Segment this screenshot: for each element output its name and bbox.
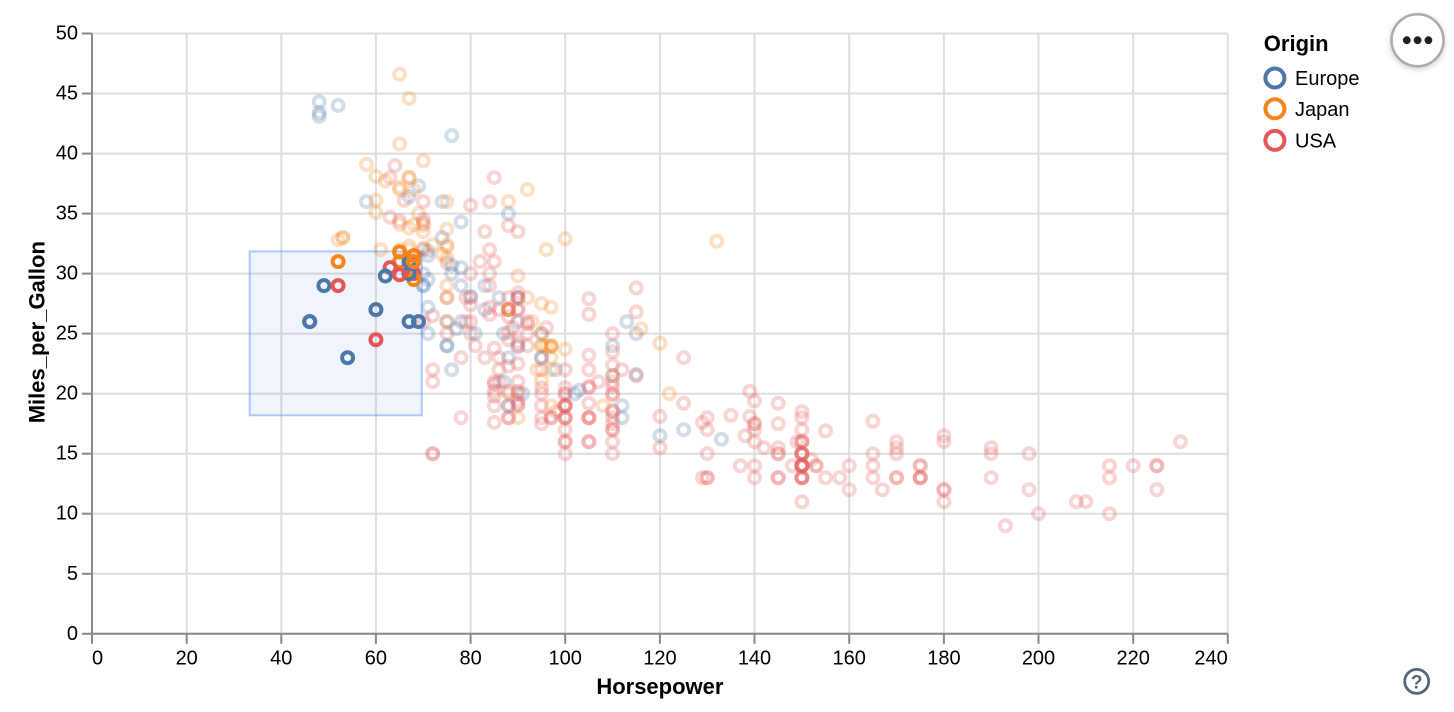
svg-text:220: 220 [1117, 648, 1150, 670]
svg-text:0: 0 [67, 623, 78, 645]
svg-text:5: 5 [67, 563, 78, 585]
svg-text:Horsepower: Horsepower [596, 674, 724, 699]
svg-text:15: 15 [56, 443, 78, 465]
svg-text:100: 100 [549, 648, 582, 670]
svg-text:USA: USA [1295, 130, 1337, 152]
svg-text:180: 180 [927, 648, 960, 670]
svg-text:Miles_per_Gallon: Miles_per_Gallon [24, 241, 49, 423]
svg-text:25: 25 [56, 323, 78, 345]
svg-text:140: 140 [738, 648, 771, 670]
svg-text:Europe: Europe [1295, 68, 1360, 90]
svg-text:Origin: Origin [1264, 31, 1329, 56]
svg-text:35: 35 [56, 203, 78, 225]
svg-text:20: 20 [176, 648, 198, 670]
svg-text:20: 20 [56, 383, 78, 405]
svg-text:160: 160 [833, 648, 866, 670]
svg-text:40: 40 [56, 143, 78, 165]
svg-text:40: 40 [270, 648, 292, 670]
svg-text:50: 50 [56, 23, 78, 45]
svg-text:45: 45 [56, 83, 78, 105]
svg-text:80: 80 [459, 648, 481, 670]
svg-text:120: 120 [643, 648, 676, 670]
svg-text:60: 60 [365, 648, 387, 670]
svg-text:10: 10 [56, 503, 78, 525]
svg-text:240: 240 [1194, 648, 1227, 670]
svg-text:0: 0 [92, 648, 103, 670]
svg-text:Japan: Japan [1295, 99, 1350, 121]
svg-text:30: 30 [56, 263, 78, 285]
svg-text:200: 200 [1022, 648, 1055, 670]
svg-text:?: ? [1411, 672, 1423, 693]
